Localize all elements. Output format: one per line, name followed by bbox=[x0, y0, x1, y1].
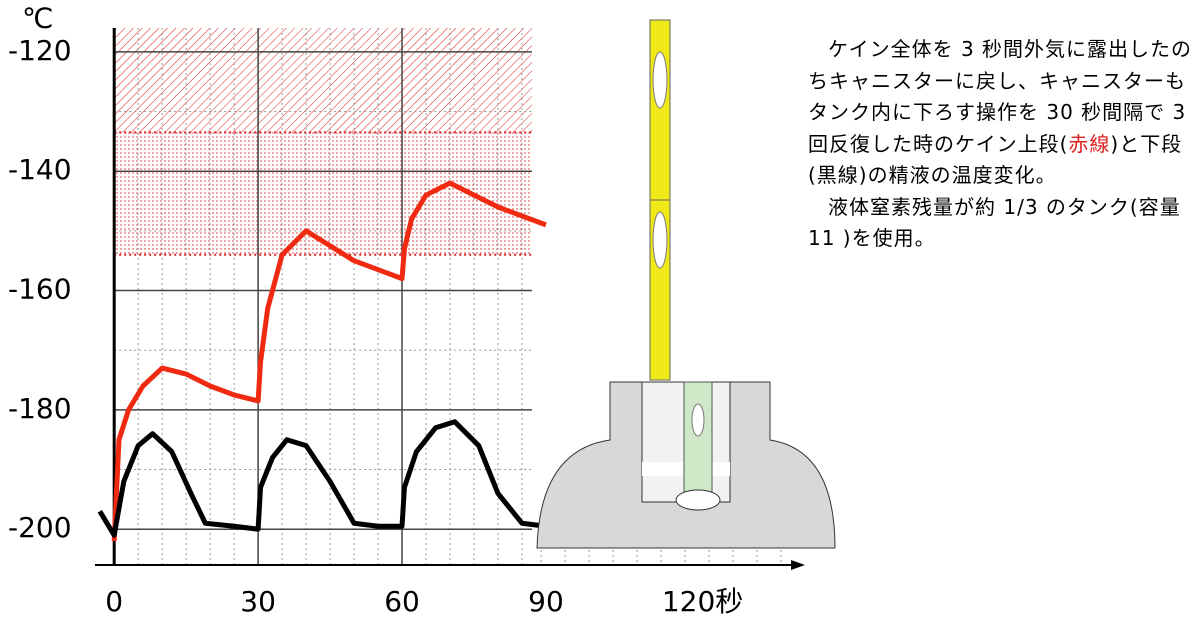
y-tick-label: -160 bbox=[8, 273, 72, 306]
paragraph: 液体窒素残量が約 1/3 のタンク(容量 11 )を使用。 bbox=[808, 192, 1193, 255]
page: ℃ -200 -180 -160 -140 -120 0 30 60 90 120秒 ケイン全体を… bbox=[0, 0, 1204, 617]
y-tick-label: -140 bbox=[8, 153, 72, 186]
y-tick-label: -120 bbox=[8, 34, 72, 67]
x-tick-label: 60 bbox=[384, 585, 420, 617]
tank-illustration bbox=[537, 20, 835, 548]
x-axis-arrow bbox=[791, 560, 805, 570]
x-tick-label: 90 bbox=[528, 585, 564, 617]
band bbox=[114, 28, 532, 132]
x-tick-label: 0 bbox=[105, 585, 123, 617]
paragraph: ケイン全体を 3 秒間外気に露出したのちキャニスターに戻し、キャニスターもタンク… bbox=[808, 34, 1193, 192]
description: ケイン全体を 3 秒間外気に露出したのちキャニスターに戻し、キャニスターもタンク… bbox=[808, 34, 1193, 255]
y-tick-label: -180 bbox=[8, 392, 72, 425]
y-axis-label: ℃ bbox=[22, 2, 53, 35]
y-tick-label: -200 bbox=[8, 511, 72, 544]
text: 液体窒素残量が約 1/3 のタンク(容量 11 )を使用。 bbox=[808, 195, 1181, 251]
series-line bbox=[100, 422, 546, 535]
x-tick-label: 30 bbox=[240, 585, 276, 617]
x-tick-label: 120秒 bbox=[662, 585, 743, 617]
text: 赤線 bbox=[1068, 132, 1110, 156]
